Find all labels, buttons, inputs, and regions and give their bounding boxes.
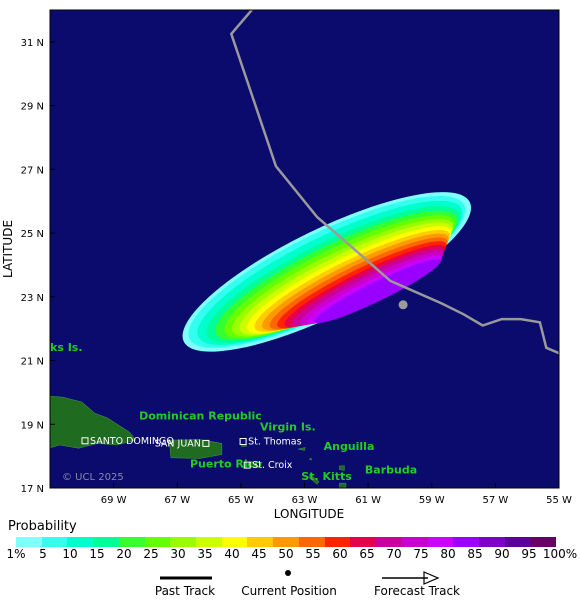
probability-scale-label: 60: [332, 547, 348, 561]
probability-scale-label: 65: [359, 547, 375, 561]
probability-scale-label: 75: [413, 547, 429, 561]
lat-tick-label: 21 N: [21, 357, 44, 368]
city-marker: [243, 461, 251, 469]
probability-scale-label: 95: [521, 547, 537, 561]
probability-swatch: [93, 537, 119, 547]
land-shape: [298, 447, 306, 451]
place-label: ks Is.: [50, 341, 83, 354]
probability-swatch: [298, 537, 325, 547]
probability-scale-label: 55: [305, 547, 321, 561]
probability-scale-label: 80: [440, 547, 456, 561]
place-label: St. Kitts: [301, 470, 352, 483]
probability-scale-label: 35: [197, 547, 213, 561]
land-shape: [308, 457, 312, 461]
probability-swatch: [478, 537, 505, 547]
place-label: Bermuda: [247, 0, 303, 8]
probability-swatch: [170, 537, 197, 547]
lat-tick-label: 19 N: [21, 420, 44, 431]
forecast-track-arrowhead-icon: [423, 571, 440, 585]
probability-swatch: [41, 537, 68, 547]
place-label: Dominican Republic: [139, 410, 262, 423]
past-track-label: Past Track: [154, 584, 216, 598]
current-position-swatch: [285, 570, 291, 576]
probability-swatch: [273, 537, 299, 547]
city-label: St. Croix: [252, 460, 293, 471]
probability-scale-label: 50: [278, 547, 294, 561]
probability-swatch: [196, 537, 222, 547]
probability-swatch: [324, 537, 351, 547]
lat-tick-label: 27 N: [21, 165, 44, 176]
probability-scale-label: 15: [89, 547, 105, 561]
lon-tick-label: 55 W: [546, 495, 572, 506]
x-axis-title: LONGITUDE: [274, 507, 344, 521]
track-legend: Past Track Current Position Forecast Tra…: [0, 565, 580, 605]
copyright-text: © UCL 2025: [62, 472, 124, 483]
lon-tick-label: 57 W: [482, 495, 508, 506]
probability-scale-label: 1%: [6, 547, 26, 561]
lon-tick-label: 59 W: [419, 495, 445, 506]
city-marker: [239, 438, 247, 445]
past-track-line: [229, 10, 559, 355]
city-label: SANTO DOMINGO: [90, 436, 174, 447]
place-label: Barbuda: [365, 464, 417, 477]
probability-swatch: [530, 537, 557, 547]
probability-swatch: [453, 537, 479, 547]
lat-tick-label: 31 N: [21, 38, 44, 49]
probability-scale-label: 85: [467, 547, 483, 561]
probability-swatch: [144, 537, 171, 547]
probability-swatch: [504, 537, 531, 547]
lat-tick-label: 17 N: [21, 484, 44, 495]
probability-swatch: [350, 537, 377, 547]
lon-tick-label: 69 W: [101, 495, 127, 506]
probability-swatch: [67, 537, 94, 547]
probability-scale: [16, 537, 557, 547]
probability-scale-labels: 1% 5 10 15 20 25 30 35 40 45 50 55 60 65 70 75 80 85 90 95 1…: [0, 547, 580, 563]
lon-tick-label: 67 W: [164, 495, 190, 506]
lon-tick-label: 65 W: [228, 495, 254, 506]
probability-scale-label: 5: [39, 547, 47, 561]
probability-scale-label: 100%: [542, 547, 578, 561]
legend-title: Probability: [8, 519, 77, 534]
probability-swatch: [221, 537, 248, 547]
probability-scale-label: 10: [62, 547, 78, 561]
place-label: Anguilla: [324, 440, 375, 453]
probability-swatch: [16, 537, 42, 547]
land-shape: [308, 474, 320, 485]
probability-scale-label: 45: [251, 547, 267, 561]
place-label: Virgin Is.: [260, 421, 316, 434]
lon-tick-label: 63 W: [292, 495, 318, 506]
probability-swatch: [427, 537, 454, 547]
city-label: SAN JUAN: [155, 438, 201, 449]
lat-tick-label: 23 N: [21, 293, 44, 304]
land-shape: [50, 395, 137, 449]
probability-contours: [182, 192, 472, 352]
probability-scale-label: 40: [224, 547, 240, 561]
current-position-label: Current Position: [241, 584, 337, 598]
city-label: St. Thomas: [248, 437, 302, 448]
land-shape: [339, 482, 347, 488]
probability-swatch: [376, 537, 402, 547]
forecast-track-label: Forecast Track: [374, 584, 460, 598]
y-axis-title: LATITUDE: [1, 220, 15, 278]
land-shape: [339, 465, 345, 471]
lat-tick-label: 25 N: [21, 229, 44, 240]
lat-tick-label: 29 N: [21, 102, 44, 113]
current-position-marker: [398, 300, 408, 310]
probability-scale-label: 30: [170, 547, 186, 561]
probability-scale-label: 90: [494, 547, 510, 561]
axis-ticks: 69 W 67 W 65 W 63 W 61 W 59 W 57 W 55 W 31 N 29 N…: [21, 38, 572, 506]
probability-contour: [314, 259, 441, 323]
probability-swatch: [401, 537, 428, 547]
probability-scale-label: 70: [386, 547, 402, 561]
lon-tick-label: 61 W: [355, 495, 381, 506]
probability-scale-label: 20: [116, 547, 132, 561]
probability-scale-label: 25: [143, 547, 159, 561]
probability-swatch: [247, 537, 274, 547]
probability-swatch: [118, 537, 145, 547]
city-marker: [81, 437, 89, 445]
city-marker: [202, 439, 210, 447]
